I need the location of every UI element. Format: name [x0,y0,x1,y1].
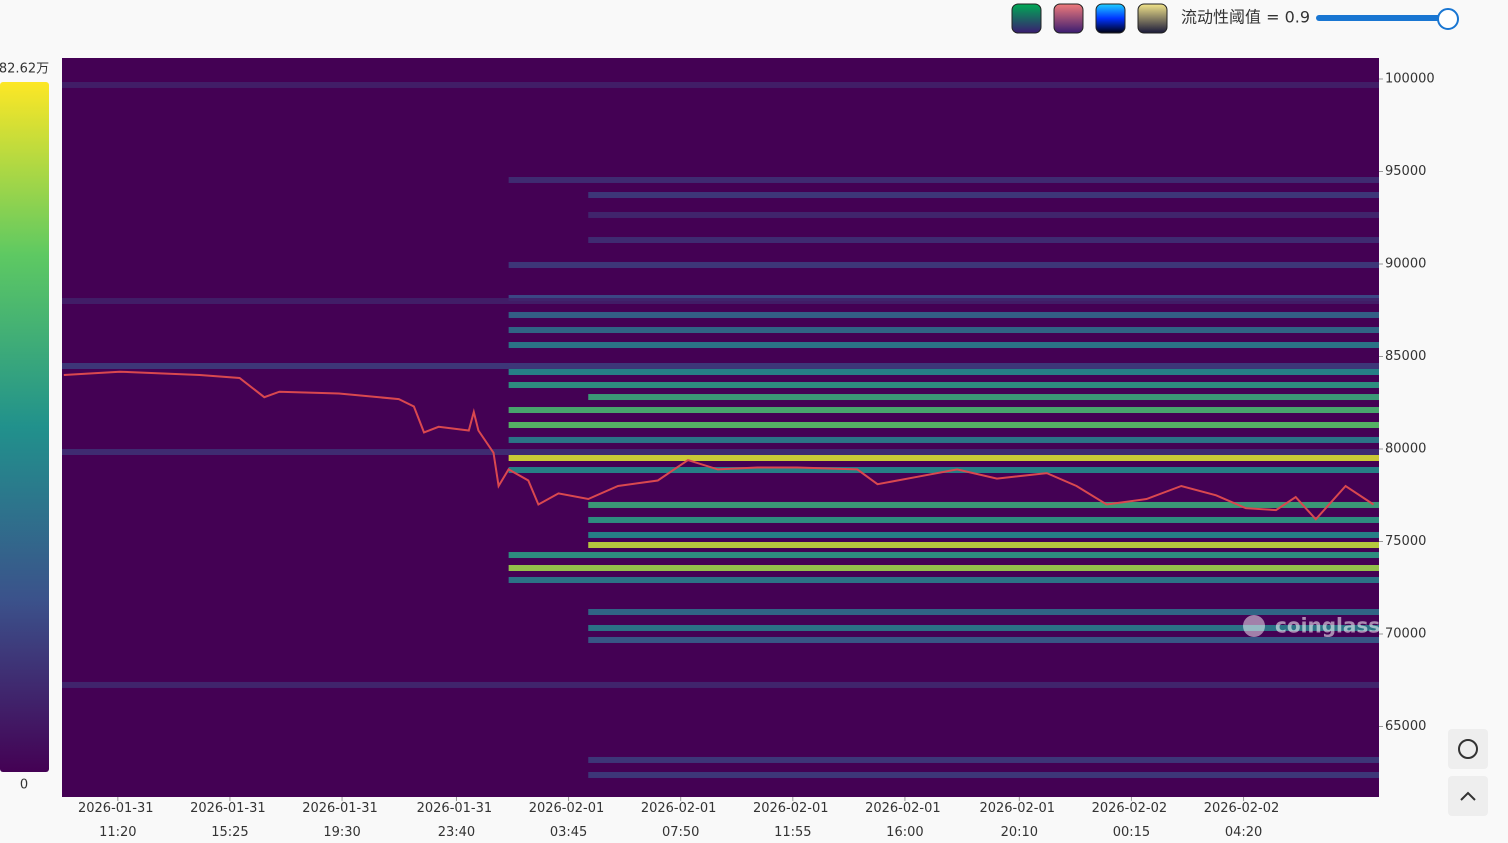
colorbar-label: 0 [20,778,28,793]
y-tick-label: 100000 [1385,71,1435,86]
liquidity-band [508,327,1379,334]
liquidity-band [588,394,1379,401]
y-tick-label: 90000 [1385,257,1426,272]
liquidity-band [508,454,1379,461]
liquidity-band [508,261,1379,268]
x-tick-label: 2026-02-02 04:20 [1204,801,1284,840]
slider-track[interactable] [1316,15,1456,21]
scroll-top-button[interactable] [1448,776,1488,816]
x-tick-label: 2026-02-01 03:45 [529,801,609,840]
colorbar-label: 82.62万 [0,62,49,77]
scheme-button[interactable] [1053,3,1084,34]
liquidity-band [508,381,1379,388]
liquidity-band [588,237,1379,244]
y-tick-label: 65000 [1385,719,1426,734]
watermark: coinglass [1275,614,1380,638]
liquidity-band [62,81,1379,88]
x-tick-label: 2026-02-01 07:50 [641,801,721,840]
liquidity-band [588,624,1379,631]
liquidity-band [62,298,1379,305]
settings-button[interactable] [1448,729,1488,769]
liquidity-band [62,449,1379,456]
liquidity-band [508,436,1379,443]
scheme-button[interactable] [1137,3,1168,34]
settings-icon [1458,739,1478,759]
liquidity-band [62,681,1379,688]
liquidity-band [588,608,1379,615]
x-tick-label: 2026-02-01 20:10 [979,801,1059,840]
x-tick-label: 2026-01-31 15:25 [190,801,270,840]
liquidity-band [588,191,1379,198]
liquidity-band [508,407,1379,414]
x-tick-label: 2026-02-02 00:15 [1092,801,1172,840]
up-icon [1460,791,1476,801]
x-tick-label: 2026-02-01 11:55 [753,801,833,840]
liquidity-band [508,576,1379,583]
y-tick-label: 80000 [1385,442,1426,457]
plot [62,58,1379,797]
liquidity-band [588,771,1379,778]
x-tick-label: 2026-02-01 16:00 [865,801,945,840]
liquidity-band [588,516,1379,523]
liquidity-band [588,211,1379,218]
liquidity-band [508,176,1379,183]
y-tick-label: 95000 [1385,164,1426,179]
liquidity-band [508,341,1379,348]
liquidity-band [508,565,1379,572]
watermark-logo [1243,615,1265,637]
y-tick-label: 75000 [1385,534,1426,549]
liquidity-band [508,294,1379,301]
liquidity-band [588,501,1379,508]
liquidity-band [588,756,1379,763]
liquidity-band [508,311,1379,318]
scheme-button[interactable] [1011,3,1042,34]
liquidity-band [508,368,1379,375]
x-tick-label: 2026-01-31 23:40 [417,801,497,840]
slider-thumb[interactable] [1437,8,1459,30]
liquidity-band [508,467,1379,474]
liquidity-band [508,421,1379,428]
liquidity-band [588,542,1379,549]
liquidity-band [588,531,1379,538]
threshold-label: 流动性阈值 = 0.9 [1181,8,1310,27]
x-tick-label: 2026-01-31 11:20 [78,801,158,840]
colorbar [0,82,49,772]
liquidity-band [508,552,1379,559]
liquidity-band [588,636,1379,643]
price-line [63,370,1375,521]
y-tick-label: 85000 [1385,349,1426,364]
liquidity-band [62,362,1379,369]
scheme-button[interactable] [1095,3,1126,34]
x-tick-label: 2026-01-31 19:30 [302,801,382,840]
side-buttons [1448,729,1488,816]
y-tick-label: 70000 [1385,627,1426,642]
toolbar: 流动性阈值 = 0.9 [1011,3,1459,34]
